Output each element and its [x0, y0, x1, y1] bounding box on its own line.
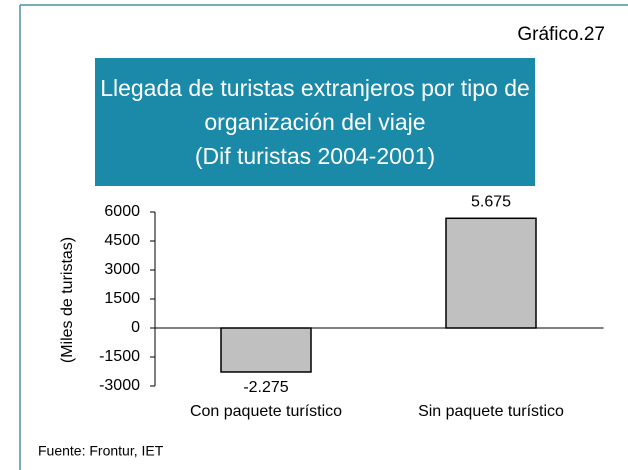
y-tick-label: 3000 [104, 261, 140, 278]
y-tick-label: 4500 [104, 232, 140, 249]
y-axis-label: (Miles de turistas) [59, 237, 76, 363]
y-tick-label: 1500 [104, 290, 140, 307]
x-tick-label: Sin paquete turístico [418, 403, 564, 420]
title-box: Llegada de turistas extranjeros por tipo… [95, 58, 535, 186]
data-label: 5.675 [471, 194, 511, 211]
y-tick-label: 6000 [104, 203, 140, 220]
y-tick-label: 0 [131, 319, 140, 336]
bar [220, 327, 312, 373]
y-tick-label: -1500 [99, 348, 140, 365]
data-label: -2.275 [243, 379, 288, 396]
y-tick-label: -3000 [99, 377, 140, 394]
source: Fuente: Frontur, IET [38, 443, 164, 459]
x-tick-label: Con paquete turístico [190, 403, 342, 420]
chart-title: Llegada de turistas extranjeros por tipo… [100, 75, 530, 135]
bar [445, 217, 537, 329]
chart-subtitle: (Dif turistas 2004-2001) [194, 143, 436, 169]
chart-label: Gráfico.27 [517, 24, 605, 45]
